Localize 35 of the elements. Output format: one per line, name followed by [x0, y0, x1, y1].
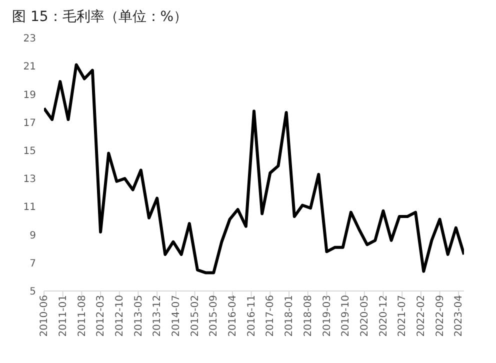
- x-tick-label: 2016-11: [246, 295, 258, 337]
- x-tick-label: 2011-08: [76, 295, 88, 337]
- x-tick-label: 2011-01: [58, 295, 69, 337]
- x-tick-label: 2014-07: [171, 295, 182, 337]
- y-tick-label: 7: [30, 258, 36, 270]
- x-tick-label: 2018-01: [284, 295, 296, 337]
- x-tick-label: 2019-03: [322, 295, 333, 337]
- x-tick-label: 2012-03: [96, 295, 107, 337]
- x-tick-label: 2015-02: [190, 295, 201, 337]
- y-tick-label: 17: [23, 118, 36, 129]
- y-tick-label: 23: [23, 34, 36, 45]
- y-tick-label: 19: [23, 90, 36, 101]
- x-tick-label: 2020-12: [378, 295, 390, 337]
- y-tick-label: 15: [23, 146, 36, 157]
- x-tick-label: 2018-08: [302, 295, 314, 337]
- chart-title: 图 15：毛利率（单位：%）: [12, 8, 189, 26]
- x-tick-label: 2019-10: [340, 295, 352, 337]
- y-tick-label: 5: [30, 286, 36, 298]
- line-series: [44, 63, 464, 274]
- x-tick-label: 2013-12: [152, 295, 164, 337]
- x-tick-label: 2020-05: [359, 295, 370, 337]
- x-tick-label: 2021-07: [397, 295, 408, 337]
- x-tick-label: 2012-10: [114, 295, 126, 337]
- x-tick-label: 2013-05: [133, 295, 144, 337]
- y-tick-label: 21: [23, 62, 36, 73]
- x-tick-label: 2022-09: [434, 295, 446, 337]
- x-tick-label: 2017-06: [265, 295, 276, 337]
- x-tick-label: 2016-04: [228, 295, 239, 337]
- y-tick-label: 9: [30, 230, 36, 242]
- x-tick-label: 2010-06: [39, 295, 50, 337]
- x-tick-label: 2023-04: [454, 295, 465, 337]
- x-tick-label: 2022-02: [416, 295, 428, 337]
- x-tick-label: 2015-09: [208, 295, 220, 337]
- y-tick-label: 11: [23, 202, 36, 214]
- y-tick-label: 13: [23, 174, 36, 186]
